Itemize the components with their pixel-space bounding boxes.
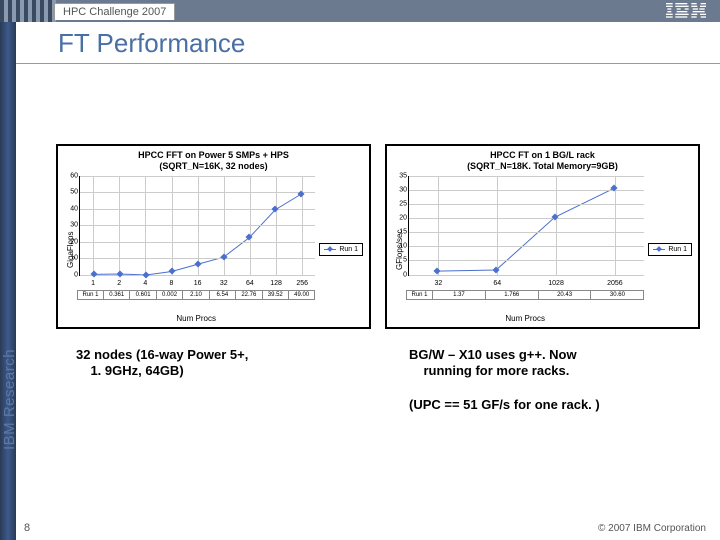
chart-left: HPCC FFT on Power 5 SMPs + HPS (SQRT_N=1… (56, 144, 371, 329)
caption-left: 32 nodes (16-way Power 5+, 1. 9GHz, 64GB… (76, 347, 367, 415)
chart-right: HPCC FT on 1 BG/L rack (SQRT_N=18K. Tota… (385, 144, 700, 329)
title-row: FT Performance (0, 22, 720, 64)
chart2-data-row: Run 11.371.76620.4330.60 (406, 290, 644, 300)
chart2-legend: Run 1 (648, 243, 692, 256)
chart1-data-row: Run 10.3610.6010.0022.106.5422.7639.5249… (77, 290, 315, 300)
topbar-stripe (0, 0, 56, 22)
left-accent-bar (0, 22, 16, 540)
chart2-plot: 05101520253035326410282056 (408, 176, 644, 276)
chart1-xlabel: Num Procs (77, 314, 315, 323)
chart2-title: HPCC FT on 1 BG/L rack (SQRT_N=18K. Tota… (393, 150, 692, 172)
footer-copyright: © 2007 IBM Corporation (598, 523, 706, 534)
top-bar: HPC Challenge 2007 (0, 0, 720, 22)
chart1-title: HPCC FFT on Power 5 SMPs + HPS (SQRT_N=1… (64, 150, 363, 172)
page-number: 8 (24, 522, 30, 534)
captions-row: 32 nodes (16-way Power 5+, 1. 9GHz, 64GB… (0, 329, 720, 415)
ibm-logo (666, 3, 706, 24)
sidebar-text: IBM Research (1, 349, 18, 450)
chart2-xlabel: Num Procs (406, 314, 644, 323)
page-title: FT Performance (58, 28, 720, 59)
caption-right: BG/W – X10 uses g++. Now running for mor… (381, 347, 700, 415)
chart1-plot: 01020304050601248163264128256 (79, 176, 315, 276)
topbar-label: HPC Challenge 2007 (54, 3, 175, 20)
chart1-legend: Run 1 (319, 243, 363, 256)
charts-row: HPCC FFT on Power 5 SMPs + HPS (SQRT_N=1… (0, 64, 720, 329)
chart1-ylabel: GigaFlops (64, 176, 77, 323)
